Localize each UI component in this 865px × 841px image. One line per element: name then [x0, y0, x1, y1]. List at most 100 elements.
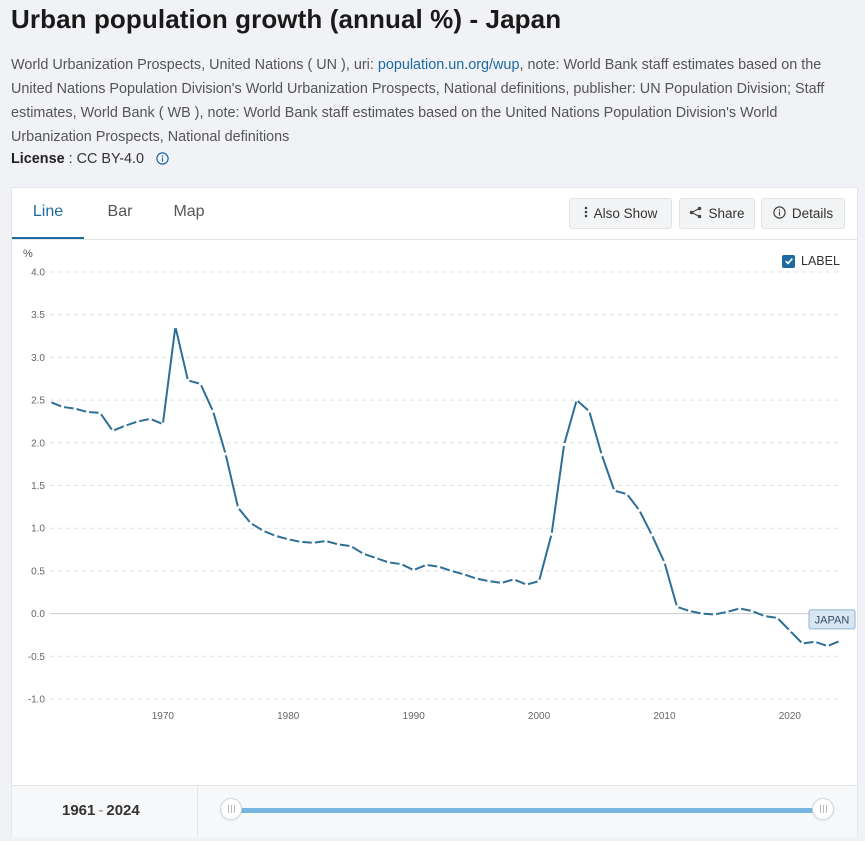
source-prefix: World Urbanization Prospects, United Nat…	[11, 57, 378, 73]
label-checkbox[interactable]	[782, 254, 795, 268]
year-range-slider[interactable]	[234, 808, 824, 813]
also-show-button[interactable]: Also Show	[569, 198, 672, 229]
data-point	[86, 410, 90, 414]
data-point	[223, 452, 228, 456]
data-point	[474, 576, 478, 581]
page-title: Urban population growth (annual %) - Jap…	[11, 4, 562, 34]
y-tick-label: 1.5	[31, 481, 45, 492]
data-point	[587, 409, 591, 413]
data-point	[713, 612, 717, 617]
footer-divider	[197, 786, 198, 836]
chart-card: Line Bar Map Also Show Share Details LAB…	[11, 187, 858, 837]
data-point	[462, 572, 466, 576]
series-line	[49, 325, 841, 648]
data-point	[424, 563, 428, 567]
slider-start-handle[interactable]	[220, 798, 242, 820]
data-point	[825, 644, 830, 648]
share-button[interactable]: Share	[679, 198, 755, 229]
data-point	[738, 606, 742, 611]
data-point	[324, 539, 328, 543]
data-point	[800, 641, 804, 646]
also-show-label: Also Show	[593, 206, 658, 221]
data-point	[775, 616, 779, 620]
tab-bar[interactable]: Bar	[107, 203, 133, 220]
y-tick-label: 3.0	[31, 353, 45, 364]
data-point	[687, 609, 692, 613]
license: License : CC BY-4.0	[11, 151, 169, 169]
data-point	[725, 610, 729, 614]
data-point	[399, 562, 403, 566]
data-point	[111, 429, 115, 433]
data-point	[412, 568, 416, 572]
data-point	[311, 541, 315, 545]
license-label: License	[11, 151, 65, 167]
data-point	[600, 453, 604, 457]
data-point	[637, 508, 641, 512]
source-description: World Urbanization Prospects, United Nat…	[11, 53, 851, 149]
series-end-label-box	[808, 609, 856, 630]
data-point	[361, 552, 366, 556]
data-point	[349, 544, 353, 548]
label-toggle-text: LABEL	[801, 254, 840, 268]
data-point	[512, 577, 516, 582]
data-point	[123, 424, 127, 428]
x-tick-label: 1980	[277, 711, 300, 722]
data-point	[549, 532, 554, 536]
source-suffix: , note: World Bank staff estimates based…	[11, 57, 825, 145]
slider-end-handle[interactable]	[812, 798, 834, 820]
range-start: 1961	[62, 802, 96, 819]
source-link[interactable]: population.un.org/wup	[377, 57, 520, 73]
data-point	[261, 529, 265, 533]
data-point	[575, 398, 579, 402]
data-point	[650, 533, 654, 537]
range-separator: -	[98, 802, 104, 819]
slider-grip-icon	[227, 805, 235, 813]
y-tick-label: 1.0	[31, 524, 45, 535]
data-point	[675, 605, 679, 609]
slider-grip-icon	[819, 805, 827, 813]
info-icon[interactable]	[156, 152, 169, 169]
data-point	[763, 614, 767, 618]
series-end-label: JAPAN	[815, 614, 850, 626]
data-point	[274, 534, 278, 538]
data-point	[236, 506, 240, 510]
range-end: 2024	[106, 802, 140, 819]
data-point	[386, 560, 391, 564]
y-tick-label: -1.0	[28, 695, 46, 706]
details-label: Details	[791, 206, 834, 221]
data-point	[249, 521, 253, 525]
range-footer: 1961-2024	[12, 785, 857, 837]
data-point	[524, 582, 529, 587]
data-point	[286, 537, 290, 541]
share-label: Share	[708, 206, 745, 221]
y-tick-label: 2.0	[31, 438, 45, 449]
data-point	[211, 409, 215, 413]
data-point	[788, 629, 792, 633]
x-tick-label: 1990	[403, 711, 426, 722]
data-point	[537, 579, 541, 583]
data-point	[813, 640, 817, 644]
data-point	[186, 378, 190, 383]
data-point	[499, 581, 504, 585]
y-tick-label: 4.0	[31, 268, 45, 279]
y-tick-label: -0.5	[28, 652, 46, 663]
tab-map[interactable]: Map	[173, 203, 205, 220]
data-point	[374, 556, 378, 560]
details-button[interactable]: Details	[761, 198, 845, 229]
share-icon	[689, 206, 702, 222]
data-point	[625, 492, 629, 496]
tab-line[interactable]: Line	[12, 188, 84, 239]
x-tick-label: 1970	[152, 711, 175, 722]
license-value: CC BY-4.0	[76, 151, 145, 167]
checkmark-icon	[784, 258, 793, 265]
chart-tabbar: Line Bar Map Also Show Share Details	[12, 188, 857, 240]
x-tick-label: 2020	[779, 711, 802, 722]
data-point	[838, 639, 842, 643]
data-point	[148, 417, 152, 421]
data-point	[73, 407, 77, 411]
data-point	[700, 612, 704, 616]
data-point	[562, 442, 566, 447]
label-toggle[interactable]: LABEL	[782, 254, 840, 268]
year-range: 1961-2024	[62, 786, 140, 836]
data-point	[98, 411, 102, 415]
